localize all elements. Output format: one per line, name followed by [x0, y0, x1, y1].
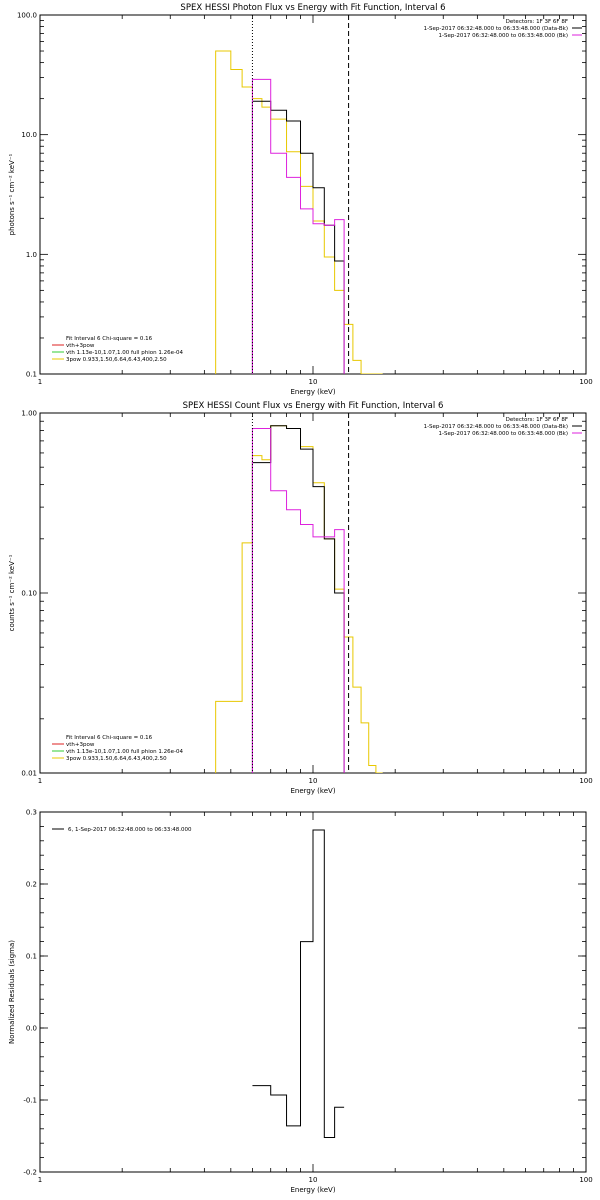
y-tick-label: 100.0: [17, 12, 37, 20]
y-tick-label: 10.0: [21, 131, 37, 139]
x-tick-label: 10: [309, 378, 318, 386]
legend-entry-2: vth 1.13e-10,1.07,1.00 full phion 1.26e-…: [66, 350, 183, 356]
legend-entry-0: Fit Interval 6 Chi-square = 0.16: [66, 336, 153, 342]
legend-entry-1: vth+3pow: [66, 343, 95, 349]
x-tick-label: 1: [38, 777, 42, 785]
legend-entry-2: vth 1.13e-10,1.07,1.00 full phion 1.26e-…: [66, 749, 183, 755]
legend-entry-0: 6, 1-Sep-2017 06:32:48.000 to 06:33:48.0…: [68, 827, 192, 833]
series-residuals: [252, 829, 345, 1138]
chart-title-0: SPEX HESSI Photon Flux vs Energy with Fi…: [180, 3, 445, 13]
x-tick-label: 100: [579, 378, 592, 386]
legend-entry-3: 3pow 0.933,1.50,6.64,6.43,400,2.50: [66, 756, 167, 762]
chart-title-1: SPEX HESSI Count Flux vs Energy with Fit…: [183, 401, 444, 411]
legend-entry-3: 3pow 0.933,1.50,6.64,6.43,400,2.50: [66, 357, 167, 363]
y-tick-label: 1.0: [26, 251, 37, 259]
series-data: [251, 425, 345, 773]
y-tick-label: 0.2: [26, 881, 37, 889]
y-tick-label: 0.1: [26, 953, 37, 961]
legend-entry-1: vth+3pow: [66, 742, 95, 748]
x-tick-label: 1: [38, 1176, 42, 1184]
header-line-0: Detectors: 1F 3F 6F 8F: [506, 417, 568, 423]
y-axis-label: counts s⁻¹ cm⁻² keV⁻¹: [8, 554, 16, 631]
y-axis-label: Normalized Residuals (sigma): [8, 940, 16, 1044]
header-line-2: 1-Sep-2017 06:32:48.000 to 06:33:48.000 …: [439, 431, 569, 437]
header-line-1: 1-Sep-2017 06:32:48.000 to 06:33:48.000 …: [424, 424, 568, 430]
legend-entry-0: Fit Interval 6 Chi-square = 0.16: [66, 735, 153, 741]
series-model: [251, 428, 345, 773]
y-tick-label: 0.1: [26, 371, 37, 379]
series-total: [215, 50, 383, 374]
y-tick-label: -0.1: [23, 1097, 37, 1105]
series-data: [251, 100, 345, 374]
y-tick-label: 0.3: [26, 809, 37, 817]
y-tick-label: 0.10: [21, 590, 37, 598]
x-tick-label: 100: [579, 777, 592, 785]
x-axis-label: Energy (keV): [290, 787, 335, 795]
x-tick-label: 10: [309, 1176, 318, 1184]
y-tick-label: 0.01: [21, 770, 37, 778]
x-tick-label: 10: [309, 777, 318, 785]
header-line-0: Detectors: 1F 3F 6F 8F: [506, 19, 568, 25]
series-model: [251, 78, 345, 374]
x-tick-label: 1: [38, 378, 42, 386]
x-axis-label: Energy (keV): [290, 388, 335, 396]
header-line-1: 1-Sep-2017 06:32:48.000 to 06:33:48.000 …: [424, 26, 568, 32]
x-tick-label: 100: [579, 1176, 592, 1184]
y-tick-label: 0.0: [26, 1025, 37, 1033]
series-total: [215, 425, 383, 773]
y-axis-label: photons s⁻¹ cm⁻² keV⁻¹: [8, 153, 16, 235]
y-tick-label: -0.2: [23, 1169, 37, 1177]
header-line-2: 1-Sep-2017 06:32:48.000 to 06:33:48.000 …: [439, 33, 569, 39]
y-tick-label: 1.00: [21, 410, 37, 418]
x-axis-label: Energy (keV): [290, 1186, 335, 1194]
